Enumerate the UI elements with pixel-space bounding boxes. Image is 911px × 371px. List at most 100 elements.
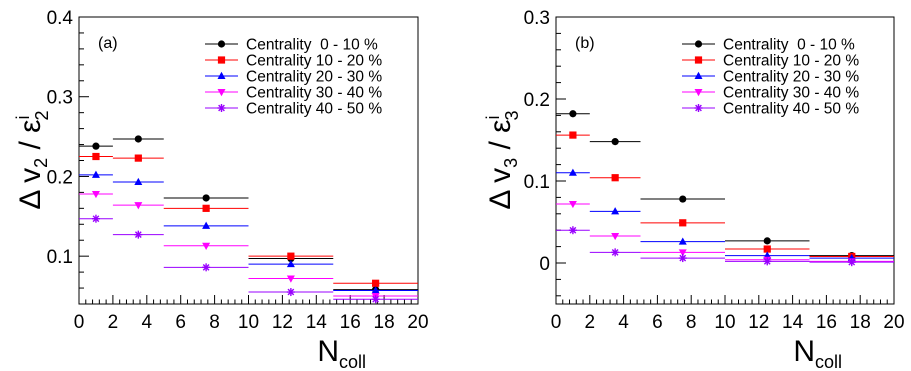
y-tick-label: 0.3 (524, 8, 550, 29)
series-2 (79, 152, 418, 287)
star-stroke (679, 254, 687, 262)
x-tick-label: 4 (142, 312, 153, 333)
legend: Centrality 0 - 10 %Centrality 10 - 20 %C… (205, 37, 382, 118)
x-tick-label: 16 (816, 312, 837, 333)
legend-label: Centrality 20 - 30 % (246, 69, 382, 86)
data-point (568, 226, 577, 235)
data-point (611, 232, 620, 241)
legend-label: Centrality 30 - 40 % (723, 85, 859, 102)
x-tick-label: 18 (374, 312, 395, 333)
data-point (372, 279, 380, 287)
data-point (763, 245, 771, 253)
x-tick-label: 8 (209, 312, 220, 333)
data-point (679, 219, 687, 227)
legend: Centrality 0 - 10 %Centrality 10 - 20 % C… (682, 37, 859, 118)
data-point (286, 259, 295, 268)
data-point (202, 204, 210, 212)
x-tick-label: 14 (782, 312, 804, 333)
y-tick-label: 0 (539, 254, 550, 275)
star-stroke (202, 263, 210, 271)
x-tick-label: 18 (850, 312, 871, 333)
series-5 (79, 214, 418, 304)
data-point (202, 221, 211, 229)
x-tick-label: 0 (551, 312, 562, 333)
star-stroke (134, 231, 142, 239)
y-tick-label: 0.3 (47, 88, 73, 109)
series-5 (556, 226, 894, 267)
x-tick-label: 12 (272, 312, 293, 333)
data-point (371, 295, 380, 304)
data-point (286, 288, 295, 297)
x-tick-label: 12 (748, 312, 769, 333)
legend-label: Centrality 40 - 50 % (723, 101, 859, 118)
legend-label: Centrality 30 - 40 % (246, 85, 382, 102)
legend-marker (217, 56, 226, 64)
data-point (568, 168, 577, 176)
series-2 (556, 131, 894, 261)
y-axis-title: Δ v2 / εi2 (13, 110, 52, 209)
data-point (611, 138, 619, 146)
data-point (569, 110, 577, 118)
star-stroke (287, 288, 295, 296)
x-tick-label: 20 (883, 312, 904, 333)
y-tick-label: 0.1 (47, 247, 73, 268)
star-stroke (763, 257, 771, 265)
data-point (91, 170, 100, 178)
x-axis-title: Ncoll (317, 335, 366, 371)
star-stroke (569, 226, 577, 234)
x-tick-label: 14 (306, 312, 328, 333)
data-point (763, 257, 772, 266)
star-stroke (611, 248, 619, 256)
legend-label: Centrality 0 - 10 % (723, 37, 855, 54)
data-point (286, 275, 295, 283)
data-point (569, 131, 577, 139)
data-point (287, 252, 295, 260)
x-tick-label: 6 (175, 312, 186, 333)
legend-marker (217, 89, 226, 97)
y-tick-label: 0.4 (47, 8, 74, 29)
star-stroke (848, 258, 856, 266)
data-point (202, 194, 210, 202)
data-point (763, 237, 771, 245)
y-tick-label: 0.1 (524, 172, 550, 193)
data-point (134, 202, 143, 210)
star-stroke (695, 104, 702, 112)
x-tick-label: 6 (652, 312, 663, 333)
data-point (91, 190, 100, 199)
x-tick-label: 10 (714, 312, 735, 333)
y-tick-label: 0.2 (47, 167, 73, 188)
data-point (678, 249, 687, 257)
legend-label: Centrality 40 - 50 % (246, 101, 382, 118)
x-tick-label: 10 (238, 312, 259, 333)
data-point (847, 258, 856, 267)
star-stroke (372, 295, 379, 303)
data-point (678, 254, 687, 263)
y-axis-title: Δ v3 / εi3 (483, 110, 522, 209)
data-point (202, 242, 211, 251)
series-1 (556, 110, 894, 260)
legend-label: Centrality 0 - 10 % (246, 37, 378, 54)
legend-marker (694, 104, 703, 112)
x-axis-title: Ncoll (793, 335, 842, 371)
x-tick-label: 8 (686, 312, 697, 333)
x-tick-label: 0 (74, 312, 85, 333)
legend-marker (217, 104, 226, 112)
legend-marker (694, 56, 703, 64)
data-point (92, 142, 100, 150)
data-point (91, 214, 100, 223)
data-point (134, 177, 143, 186)
star-stroke (92, 215, 100, 223)
legend-label: Centrality 10 - 20 % (723, 53, 859, 70)
star-stroke (218, 104, 225, 112)
data-point (568, 200, 577, 209)
legend-marker (217, 40, 226, 48)
data-point (134, 230, 143, 239)
panel-label: (b) (575, 35, 595, 52)
data-point (611, 207, 620, 215)
data-point (202, 263, 211, 272)
x-tick-label: 2 (108, 312, 119, 333)
x-tick-label: 4 (618, 312, 629, 333)
data-point (679, 195, 687, 203)
data-point (134, 154, 142, 162)
